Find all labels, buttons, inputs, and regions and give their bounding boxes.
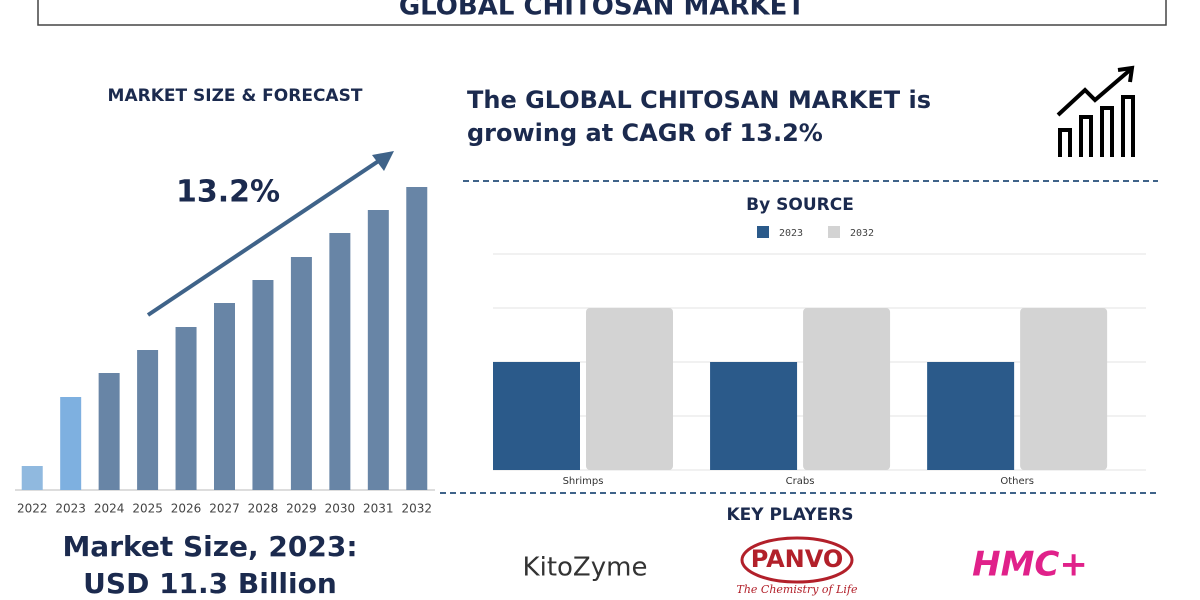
x-tick-label: 2023: [55, 502, 86, 516]
legend-label: 2032: [850, 228, 874, 239]
x-tick-label: Others: [1000, 476, 1034, 487]
legend-swatch: [828, 226, 840, 238]
x-tick-label: 2027: [209, 502, 240, 516]
legend-swatch: [757, 226, 769, 238]
bar: [803, 308, 891, 470]
arrow-head: [372, 151, 394, 171]
x-tick-label: 2022: [17, 502, 48, 516]
logo-hmc: HMC+: [972, 545, 1088, 585]
bar: [252, 280, 274, 490]
bar: [710, 362, 798, 470]
x-tick-label: 2030: [325, 502, 356, 516]
x-tick-label: Shrimps: [563, 476, 604, 487]
growth-arrow: [146, 156, 385, 317]
headline: growing at CAGR of 13.2%: [467, 119, 823, 147]
bar: [586, 308, 673, 470]
bar: [406, 187, 428, 490]
bar: [137, 350, 159, 490]
x-tick-label: 2025: [132, 502, 163, 516]
logo-kitozyme: KitoZyme: [523, 553, 648, 583]
bar: [927, 362, 1015, 470]
key-players-title: KEY PLAYERS: [726, 505, 853, 525]
growth-icon: [1056, 65, 1135, 157]
legend-label: 2023: [779, 228, 803, 239]
bar: [60, 397, 82, 490]
cagr-annotation: 13.2%: [176, 175, 280, 210]
bar: [175, 327, 197, 490]
bar: [21, 466, 43, 490]
bar: [98, 373, 120, 490]
logo-panvo-tagline: The Chemistry of Life: [736, 583, 858, 596]
x-tick-label: 2032: [401, 502, 432, 516]
bar: [367, 210, 389, 490]
left-chart-title: MARKET SIZE & FORECAST: [108, 86, 363, 106]
bar: [1020, 308, 1108, 470]
bar: [214, 303, 235, 490]
bar: [493, 362, 580, 470]
market-size: Market Size, 2023:: [62, 530, 357, 563]
title-box: [37, 0, 1167, 26]
right-chart-title: By SOURCE: [746, 195, 854, 215]
x-tick-label: 2031: [363, 502, 394, 516]
x-tick-label: 2028: [248, 502, 279, 516]
page-title: GLOBAL CHITOSAN MARKET: [399, 0, 806, 22]
x-tick-label: 2024: [94, 502, 125, 516]
x-tick-label: 2029: [286, 502, 317, 516]
logo-panvo-ring: [740, 536, 854, 584]
bar: [329, 233, 351, 490]
x-tick-label: 2026: [171, 502, 202, 516]
market-size-value: USD 11.3 Billion: [83, 567, 337, 600]
logo-panvo: PANVO: [751, 545, 844, 573]
headline: The GLOBAL CHITOSAN MARKET is: [467, 86, 931, 114]
x-tick-label: Crabs: [786, 476, 815, 487]
bar: [290, 257, 312, 490]
